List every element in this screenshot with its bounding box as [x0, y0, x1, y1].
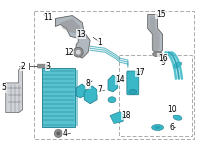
- Text: 8: 8: [86, 79, 91, 88]
- Circle shape: [76, 50, 81, 55]
- Ellipse shape: [108, 97, 116, 103]
- Polygon shape: [76, 84, 86, 98]
- Polygon shape: [6, 65, 23, 113]
- FancyBboxPatch shape: [127, 71, 139, 95]
- Bar: [75, 70, 78, 126]
- Text: 17: 17: [135, 67, 145, 77]
- FancyArrow shape: [38, 64, 48, 69]
- Text: 11: 11: [43, 13, 52, 22]
- Text: 4: 4: [63, 129, 68, 138]
- Ellipse shape: [173, 62, 182, 68]
- Ellipse shape: [155, 126, 161, 129]
- Text: 10: 10: [168, 105, 177, 114]
- Ellipse shape: [173, 115, 182, 120]
- Text: 12: 12: [65, 48, 74, 57]
- Bar: [119, 55, 192, 136]
- Ellipse shape: [129, 89, 137, 94]
- Text: 13: 13: [76, 30, 86, 39]
- Bar: [42, 68, 75, 127]
- Text: 18: 18: [121, 111, 131, 120]
- Text: 1: 1: [98, 38, 102, 47]
- Circle shape: [54, 130, 62, 137]
- Text: 2: 2: [20, 62, 25, 71]
- Ellipse shape: [152, 125, 164, 130]
- Text: 7: 7: [98, 85, 102, 94]
- Text: 15: 15: [156, 10, 165, 19]
- Polygon shape: [84, 86, 97, 104]
- Bar: [34, 11, 194, 139]
- Polygon shape: [55, 16, 84, 38]
- Text: 9: 9: [160, 58, 165, 67]
- Circle shape: [73, 47, 83, 57]
- Text: 16: 16: [158, 54, 167, 63]
- Text: 6: 6: [169, 123, 174, 132]
- Polygon shape: [75, 32, 90, 58]
- Circle shape: [56, 131, 60, 135]
- Ellipse shape: [153, 52, 163, 57]
- Polygon shape: [150, 17, 160, 52]
- Text: 5: 5: [1, 83, 6, 92]
- Polygon shape: [108, 75, 118, 92]
- Text: 3: 3: [45, 62, 50, 71]
- Polygon shape: [110, 112, 125, 123]
- Polygon shape: [60, 19, 80, 34]
- Text: 14: 14: [115, 75, 125, 84]
- Polygon shape: [148, 15, 163, 54]
